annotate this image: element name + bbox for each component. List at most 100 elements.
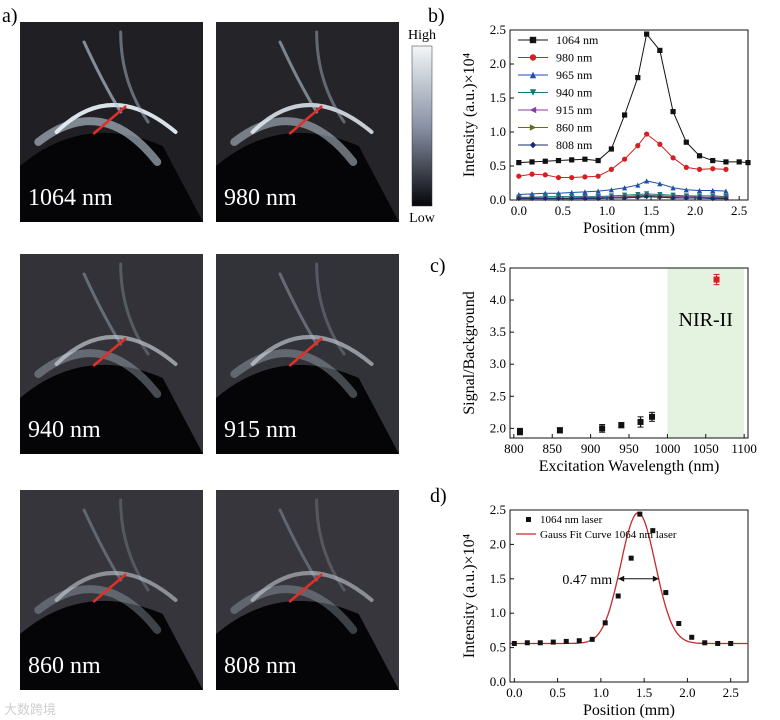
x-tick-label: 1000 [654,441,680,456]
gauss-fit-curve [510,512,748,645]
data-point [657,47,663,53]
data-point [555,157,562,164]
vessel-glow [230,349,358,398]
y-axis-label: Intensity (a.u.)×10⁴ [461,533,478,658]
image-content [20,498,203,690]
data-point [736,159,742,165]
data-point [657,194,663,200]
data-point [683,187,689,193]
fluorescence-image: 915 nm [216,254,399,454]
data-point [599,425,606,432]
data-point [628,555,634,561]
data-point [644,194,650,200]
region-label: NIR-II [679,309,733,331]
data-point [657,181,663,187]
colorbar-low-label: Low [409,211,436,226]
data-point [542,196,548,202]
x-tick-label: 1.5 [636,685,652,700]
vessel-glow [278,40,319,114]
data-point [683,164,689,170]
data-point [621,156,628,162]
data-point [555,196,562,202]
plot-frame [509,509,749,683]
x-tick-label: 0.5 [549,685,565,700]
data-point [696,166,703,172]
vessel-glow [82,40,123,114]
x-tick-label: 1050 [693,441,719,456]
chart-d: 0.0 0.5 1.0 1.5 2.0 2.5 0.0 0.5 1.0 1.5 2.0 2.5 Posi… [461,502,749,719]
panel-letter-d: d) [430,485,447,507]
data-point [595,188,601,194]
x-tick-label: 2.5 [731,203,747,218]
vessel-glow [250,103,374,134]
data-point [542,172,548,178]
data-point [542,158,548,164]
data-point [529,106,537,114]
watermark: 大数跨境 [4,703,57,718]
data-point [582,174,588,180]
data-point [529,196,535,202]
image-wavelength-label: 915 nm [224,417,297,443]
data-point [702,640,708,646]
data-point [670,155,676,161]
series-line [518,133,726,179]
image-content [20,262,203,454]
image-shadow-region [216,132,399,222]
vessel-glow [315,498,346,592]
panel-letter-b: b) [428,5,445,27]
data-point [582,156,588,162]
y-tick-label: 3.0 [490,356,506,371]
image-shadow-region [20,132,203,222]
data-point [569,174,575,181]
legend-label: 860 nm [556,121,593,135]
series-line [518,180,726,196]
x-tick-label: 850 [542,441,562,456]
data-point [657,141,663,147]
data-point [569,157,575,163]
vessel-glow [315,262,346,356]
data-point [689,634,695,640]
x-tick-label: 800 [504,441,524,456]
data-point [644,191,650,197]
y-tick-label: 2.0 [490,536,506,551]
data-point [608,146,614,152]
data-point [576,638,582,644]
data-point [582,189,588,195]
data-point [713,276,720,283]
data-point [696,195,703,201]
y-tick-label: 1.5 [490,90,506,105]
data-point [618,422,625,429]
data-point [683,139,689,145]
y-tick-label: 1.5 [490,571,506,586]
data-point [524,640,530,646]
data-point [637,511,643,517]
cross-section-line [288,573,323,603]
data-point [529,54,537,61]
y-tick-label: 4.5 [490,260,506,275]
y-tick-label: 1.0 [490,605,506,620]
data-point [529,89,537,96]
data-point [608,166,614,172]
data-point [663,590,669,596]
image-shadow-region [216,600,399,690]
x-tick-label: 1.0 [599,203,615,218]
colorbar: High Low [408,28,436,226]
data-point [529,141,537,149]
data-point [621,195,628,201]
y-tick-label: 0.5 [490,640,506,655]
fluorescence-image: 940 nm [20,254,203,454]
vessel-glow [82,508,123,582]
data-point [670,195,676,201]
vessel-glow [54,103,178,134]
fwhm-annotation: 0.47 mm [562,573,612,588]
data-point [635,191,641,198]
colorbar-high-label: High [408,28,436,43]
x-tick-label: 1100 [731,441,757,456]
image-content [20,30,203,222]
data-point [635,182,641,188]
vessel-glow [34,585,162,634]
vessel-glow [54,571,178,602]
image-wavelength-label: 808 nm [224,653,297,679]
data-point [696,187,703,194]
